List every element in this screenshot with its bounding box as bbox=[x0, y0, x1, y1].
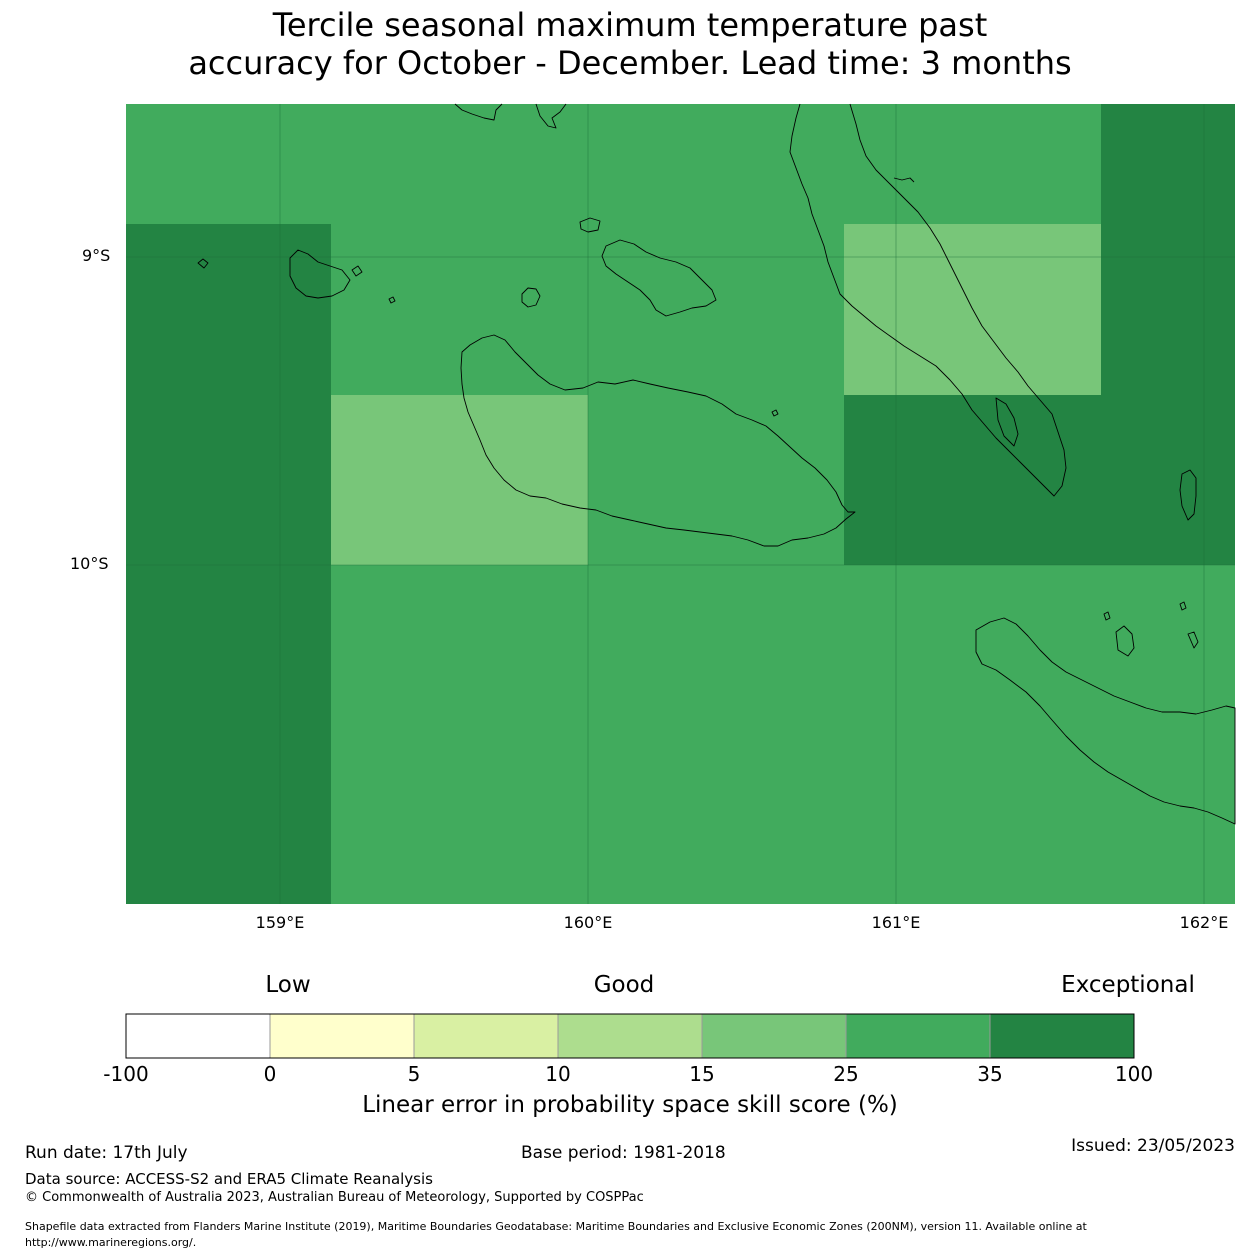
lon-label-159e: 159°E bbox=[255, 913, 305, 932]
colorbar-swatch bbox=[701, 1013, 847, 1059]
colorbar-tick: 100 bbox=[1114, 1062, 1154, 1086]
grid-cells bbox=[126, 104, 1235, 904]
cell-east-exceptional bbox=[844, 395, 1101, 565]
colorbar-tick: 25 bbox=[833, 1062, 859, 1086]
colorbar-swatch bbox=[125, 1013, 271, 1059]
ulawa-island-coastline bbox=[1179, 469, 1197, 521]
legend-category-low: Low bbox=[265, 972, 311, 998]
lon-label-160e: 160°E bbox=[563, 913, 613, 932]
colorbar-tick: 15 bbox=[689, 1062, 715, 1086]
small-malaita-coastline bbox=[995, 397, 1019, 447]
northern-islands-coastline bbox=[454, 103, 503, 121]
colorbar-tick: 35 bbox=[977, 1062, 1003, 1086]
map-title: Tercile seasonal maximum temperature pas… bbox=[0, 6, 1260, 82]
colorbar-tick: 5 bbox=[407, 1062, 421, 1086]
colorbar-swatch bbox=[557, 1013, 703, 1059]
lon-label-161e: 161°E bbox=[871, 913, 921, 932]
lat-label-9s: 9°S bbox=[82, 246, 111, 265]
russell-islands-coastline bbox=[289, 249, 351, 299]
northern-islet-coastline bbox=[535, 103, 567, 129]
title-line-1: Tercile seasonal maximum temperature pas… bbox=[272, 6, 988, 44]
run-date: Run date: 17th July bbox=[25, 1143, 188, 1163]
florida-islands-coastline bbox=[601, 239, 717, 317]
title-line-2: accuracy for October - December. Lead ti… bbox=[188, 44, 1072, 82]
data-source: Data source: ACCESS-S2 and ERA5 Climate … bbox=[25, 1170, 433, 1188]
guadalcanal-coastline bbox=[460, 334, 856, 547]
colorbar-tick: -100 bbox=[103, 1062, 149, 1086]
legend-category-exceptional: Exceptional bbox=[1061, 972, 1195, 998]
islet-g-coastline bbox=[893, 177, 915, 183]
coastlines bbox=[197, 103, 1236, 825]
legend-category-good: Good bbox=[593, 972, 655, 998]
western-islet-coastline bbox=[197, 258, 209, 269]
colorbar-swatch bbox=[989, 1013, 1135, 1059]
cell-northeast-exceptional bbox=[1101, 104, 1235, 565]
lat-label-10s: 10°S bbox=[70, 554, 109, 573]
islet-a-coastline bbox=[351, 265, 363, 277]
malaita-coastline bbox=[789, 103, 1067, 497]
colorbar-tick: 0 bbox=[263, 1062, 277, 1086]
islet-c-coastline bbox=[1115, 625, 1135, 657]
cell-west-exceptional bbox=[126, 224, 331, 904]
base-period: Base period: 1981-2018 bbox=[521, 1143, 726, 1163]
islet-b-coastline bbox=[388, 296, 396, 304]
islet-h-coastline bbox=[771, 409, 779, 417]
islet-f-coastline bbox=[1187, 631, 1199, 649]
savo-island-coastline bbox=[521, 287, 541, 308]
colorbar-title: Linear error in probability space skill … bbox=[362, 1092, 898, 1118]
colorbar-swatch bbox=[845, 1013, 991, 1059]
copyright: © Commonwealth of Australia 2023, Austra… bbox=[25, 1190, 644, 1205]
shapefile-credit-line-2: http://www.marineregions.org/. bbox=[25, 1236, 197, 1249]
colorbar bbox=[125, 1013, 1135, 1059]
lon-label-162e: 162°E bbox=[1179, 913, 1229, 932]
islet-e-coastline bbox=[1179, 601, 1187, 611]
colorbar-swatch bbox=[269, 1013, 415, 1059]
islet-d-coastline bbox=[1103, 611, 1111, 621]
colorbar-swatch bbox=[413, 1013, 559, 1059]
cell-centre-good bbox=[331, 395, 588, 565]
makira-coastline bbox=[975, 617, 1236, 825]
colorbar-border bbox=[125, 1013, 1135, 1059]
skill-score-map bbox=[126, 103, 1236, 904]
issued-date: Issued: 23/05/2023 bbox=[1071, 1136, 1235, 1156]
small-islet-coastline bbox=[579, 217, 601, 233]
colorbar-tick: 10 bbox=[545, 1062, 571, 1086]
graticule bbox=[126, 104, 1235, 904]
shapefile-credit-line-1: Shapefile data extracted from Flanders M… bbox=[25, 1220, 1087, 1233]
